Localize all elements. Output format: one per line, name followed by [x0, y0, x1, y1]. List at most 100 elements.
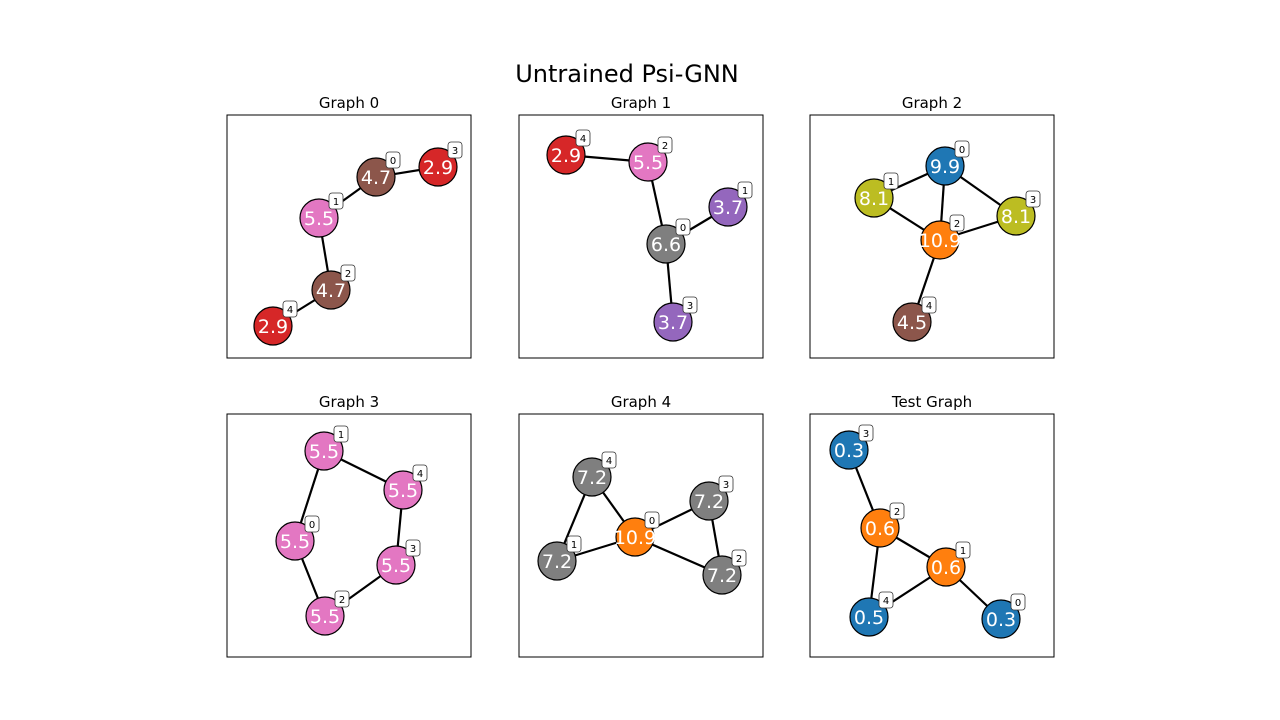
node-circle	[546, 135, 586, 175]
node-id-label: 4	[606, 456, 612, 467]
graph-node: 7.22	[702, 549, 747, 595]
node-id-label: 0	[1015, 598, 1021, 609]
graph-node: 2.94	[253, 300, 298, 346]
node-id-label: 2	[345, 269, 351, 280]
node-id-badge	[955, 541, 971, 559]
node-id-badge	[718, 475, 734, 493]
node-id-badge	[447, 141, 463, 159]
node-value-label: 3.7	[713, 197, 743, 219]
node-id-badge	[954, 140, 970, 158]
node-value-label: 0.6	[865, 518, 895, 540]
node-id-label: 0	[390, 156, 396, 167]
node-circle	[275, 521, 315, 561]
graph-node: 6.60	[646, 218, 691, 264]
node-id-badge	[682, 296, 698, 314]
graph-node: 0.61	[926, 541, 971, 587]
node-id-badge	[282, 300, 298, 318]
node-id-label: 2	[339, 595, 345, 606]
graph-node: 5.54	[383, 464, 428, 510]
node-id-label: 2	[894, 507, 900, 518]
node-id-label: 0	[680, 223, 686, 234]
node-id-badge	[328, 192, 344, 210]
node-id-label: 1	[960, 546, 966, 557]
node-id-badge	[601, 451, 617, 469]
node-circle	[926, 547, 966, 587]
node-circle	[537, 541, 577, 581]
graph-node: 3.71	[708, 181, 753, 227]
node-id-label: 1	[742, 186, 748, 197]
node-value-label: 2.9	[423, 157, 453, 179]
node-circle	[383, 470, 423, 510]
node-id-label: 4	[287, 305, 293, 316]
node-circle	[376, 545, 416, 585]
node-id-label: 2	[662, 141, 668, 152]
node-value-label: 4.7	[361, 167, 391, 189]
panel-title: Graph 3	[319, 393, 379, 411]
node-value-label: 5.5	[309, 441, 339, 463]
graph-node: 3.73	[653, 296, 698, 342]
node-value-label: 9.9	[930, 156, 960, 178]
node-id-badge	[334, 590, 350, 608]
graph-node: 10.92	[919, 214, 965, 260]
node-circle	[689, 481, 729, 521]
node-id-label: 2	[736, 554, 742, 565]
node-value-label: 5.5	[633, 152, 663, 174]
node-value-label: 7.2	[577, 467, 607, 489]
node-id-label: 3	[452, 146, 458, 157]
node-id-label: 1	[571, 540, 577, 551]
node-id-badge	[889, 502, 905, 520]
node-id-badge	[858, 424, 874, 442]
node-value-label: 8.1	[1001, 206, 1031, 228]
graph-node: 5.53	[376, 539, 421, 585]
graph-node: 10.90	[614, 511, 660, 557]
graph-node: 0.54	[849, 591, 894, 637]
node-id-label: 2	[954, 219, 960, 230]
graph-node: 0.62	[860, 502, 905, 548]
graph-node: 4.70	[356, 151, 401, 197]
graph-node: 7.21	[537, 535, 582, 581]
graph-node: 5.51	[304, 425, 349, 471]
node-id-badge	[304, 515, 320, 533]
node-value-label: 7.2	[542, 551, 572, 573]
node-circle	[253, 306, 293, 346]
node-circle	[653, 302, 693, 342]
graph-panel: Graph 16.603.715.523.732.94	[518, 94, 764, 359]
panel-title: Graph 1	[611, 94, 671, 112]
node-id-label: 3	[687, 301, 693, 312]
node-circle	[996, 196, 1036, 236]
node-id-badge	[340, 264, 356, 282]
node-value-label: 5.5	[310, 606, 340, 628]
node-circle	[304, 431, 344, 471]
node-id-label: 0	[309, 520, 315, 531]
graph-node: 5.52	[305, 590, 350, 636]
node-id-badge	[1010, 593, 1026, 611]
node-circle	[854, 178, 894, 218]
node-circle	[646, 224, 686, 264]
graph-node: 0.33	[829, 424, 874, 470]
figure-title: Untrained Psi-GNN	[515, 60, 739, 88]
node-value-label: 3.7	[658, 312, 688, 334]
node-circle	[615, 517, 655, 557]
node-circle	[849, 597, 889, 637]
node-id-badge	[883, 172, 899, 190]
node-id-badge	[737, 181, 753, 199]
node-id-label: 1	[888, 177, 894, 188]
node-value-label: 5.5	[388, 480, 418, 502]
node-value-label: 7.2	[694, 491, 724, 513]
node-id-label: 0	[959, 145, 965, 156]
node-circle	[892, 302, 932, 342]
node-id-label: 1	[338, 430, 344, 441]
node-value-label: 5.5	[304, 208, 334, 230]
node-id-badge	[878, 591, 894, 609]
node-id-label: 3	[410, 544, 416, 555]
graph-panel: Graph 410.907.217.227.237.24	[518, 393, 764, 658]
node-id-badge	[405, 539, 421, 557]
node-id-badge	[644, 511, 660, 529]
node-id-badge	[921, 296, 937, 314]
node-id-badge	[566, 535, 582, 553]
node-id-badge	[731, 549, 747, 567]
node-circle	[299, 198, 339, 238]
